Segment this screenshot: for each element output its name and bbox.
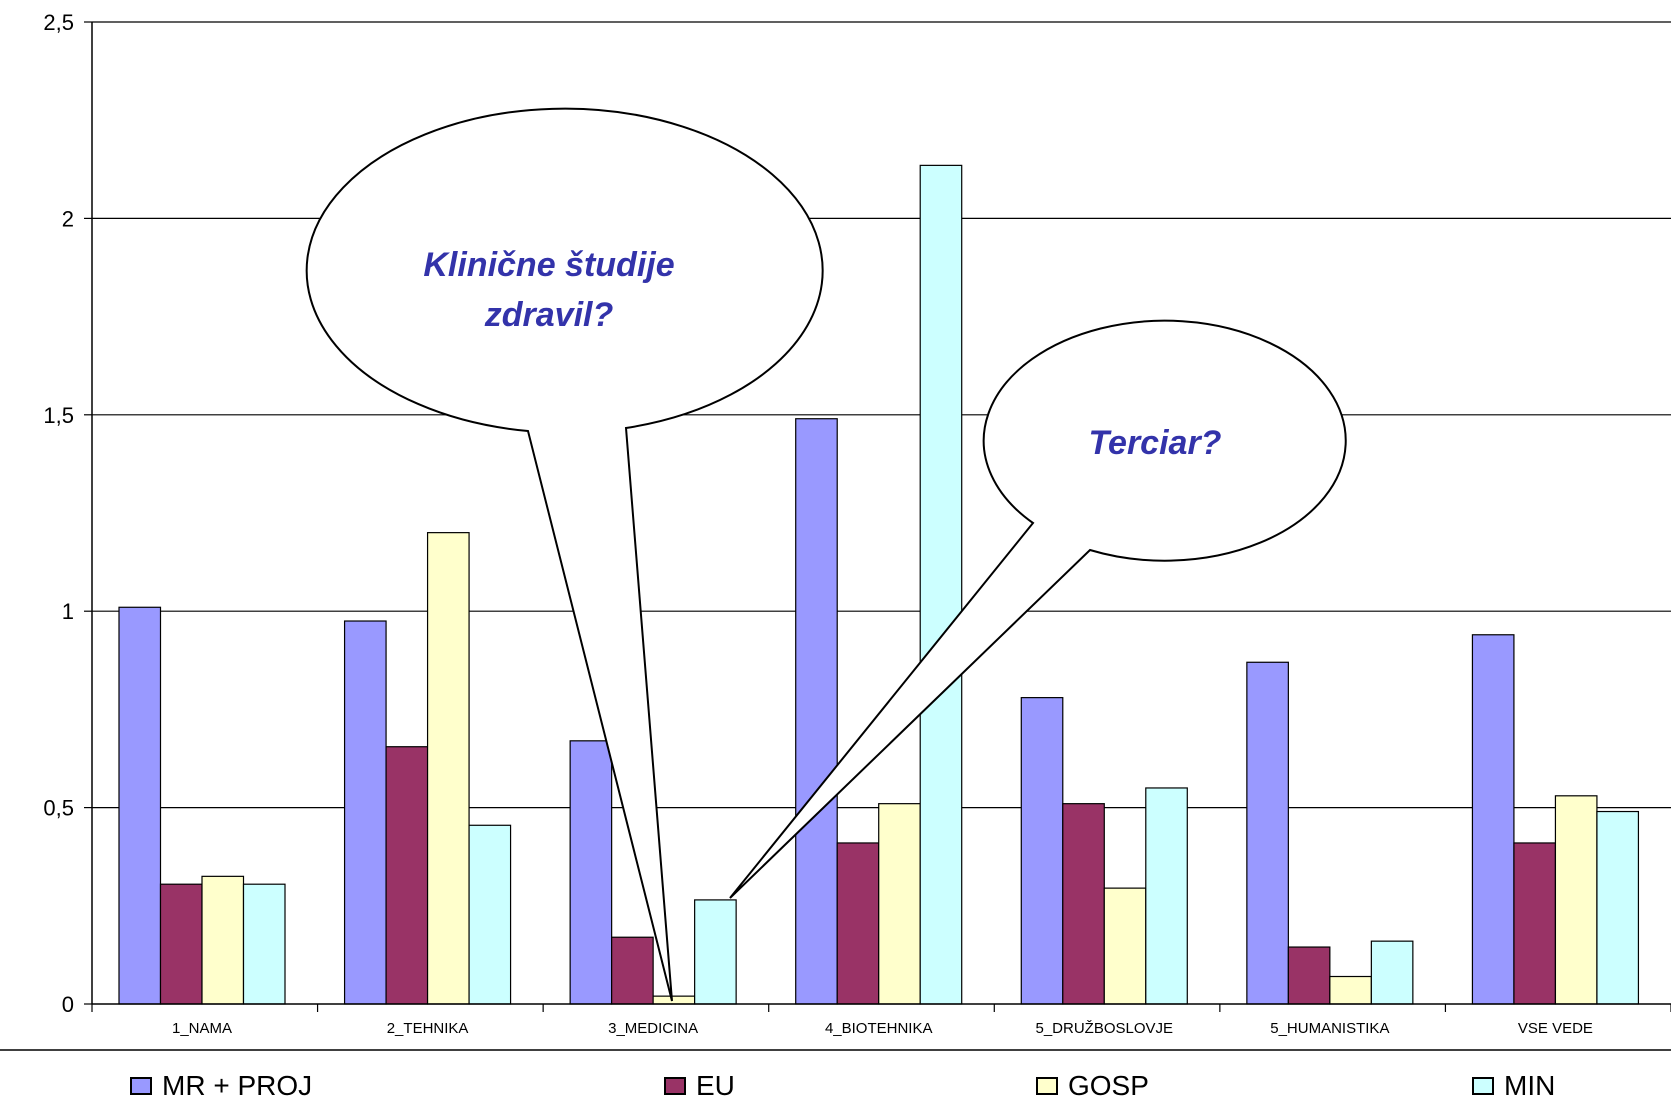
bubble-text-clinical: zdravil?: [484, 296, 614, 334]
bar: [1471, 634, 1515, 1005]
bar: [1596, 810, 1640, 1005]
legend-item-min: MIN: [1472, 1070, 1555, 1102]
bar: [343, 620, 387, 1005]
y-tick-label: 1: [62, 599, 74, 624]
legend-swatch: [664, 1077, 686, 1095]
speech-bubble-terciar: [729, 319, 1347, 899]
bar: [201, 875, 245, 1005]
y-tick-label: 2: [62, 206, 74, 231]
y-tick-label: 2,5: [43, 10, 74, 35]
x-tick-label: 2_TEHNIKA: [387, 1020, 469, 1037]
bar: [426, 532, 470, 1005]
bar: [1329, 975, 1372, 1005]
bar: [1103, 887, 1147, 1005]
legend: MR + PROJ EU GOSP MIN: [0, 1070, 1671, 1104]
bubble-text-terciar: Terciar?: [1089, 424, 1222, 462]
legend-item-gosp: GOSP: [1036, 1070, 1149, 1102]
legend-label: GOSP: [1068, 1070, 1149, 1101]
bar: [242, 883, 286, 1005]
bar: [1287, 946, 1331, 1005]
legend-swatch: [130, 1077, 152, 1095]
y-axis-ticks: 0 0,5 1 1,5 2 2,5: [43, 10, 92, 1017]
bar: [118, 606, 162, 1005]
legend-swatch: [1036, 1077, 1058, 1095]
bar: [694, 899, 737, 1005]
legend-item-mr-proj: MR + PROJ: [130, 1070, 312, 1102]
bars: [118, 164, 1640, 1005]
x-tick-label: 5_HUMANISTIKA: [1270, 1020, 1389, 1037]
bar: [569, 740, 613, 1005]
bar: [836, 842, 880, 1005]
bar: [385, 746, 429, 1005]
x-axis-labels: 1_NAMA 2_TEHNIKA 3_MEDICINA 4_BIOTEHNIKA 5_D…: [172, 1020, 1593, 1037]
y-tick-label: 0,5: [43, 796, 74, 821]
bar: [1513, 842, 1557, 1005]
legend-swatch: [1472, 1077, 1494, 1095]
x-tick-label: 1_NAMA: [172, 1020, 232, 1037]
bar: [878, 803, 921, 1005]
speech-bubble-clinical: [305, 107, 824, 1002]
y-tick-label: 1,5: [43, 403, 74, 428]
y-tick-label: 0: [62, 992, 74, 1017]
speech-bubbles: Klinične študije zdravil? Terciar?: [305, 107, 1347, 1002]
gridlines: [92, 21, 1671, 809]
bar: [1020, 697, 1064, 1005]
bar: [652, 995, 696, 1005]
bar: [795, 418, 838, 1005]
x-tick-label: 5_DRUŽBOSLOVJE: [1036, 1020, 1174, 1037]
legend-label: EU: [696, 1070, 735, 1101]
bar: [468, 824, 512, 1005]
legend-label: MIN: [1504, 1070, 1556, 1101]
legend-item-eu: EU: [664, 1070, 735, 1102]
bar-chart: 0 0,5 1 1,5 2 2,5 1_NAMA 2_TEHNIKA 3_MEDICINA 4_…: [0, 10, 1671, 1051]
bar: [1370, 940, 1414, 1005]
bar: [919, 164, 963, 1005]
bar: [1554, 795, 1598, 1005]
x-tick-label: VSE VEDE: [1518, 1020, 1593, 1037]
bubble-text-clinical: Klinične študije: [423, 246, 674, 284]
axes: [0, 22, 1671, 1051]
x-tick-label: 4_BIOTEHNIKA: [825, 1020, 933, 1037]
bar: [1246, 661, 1289, 1005]
bar: [159, 883, 203, 1005]
legend-label: MR + PROJ: [162, 1070, 313, 1101]
bar: [1062, 803, 1105, 1005]
bar: [1145, 787, 1188, 1005]
x-tick-label: 3_MEDICINA: [608, 1020, 698, 1037]
bar: [611, 936, 654, 1005]
